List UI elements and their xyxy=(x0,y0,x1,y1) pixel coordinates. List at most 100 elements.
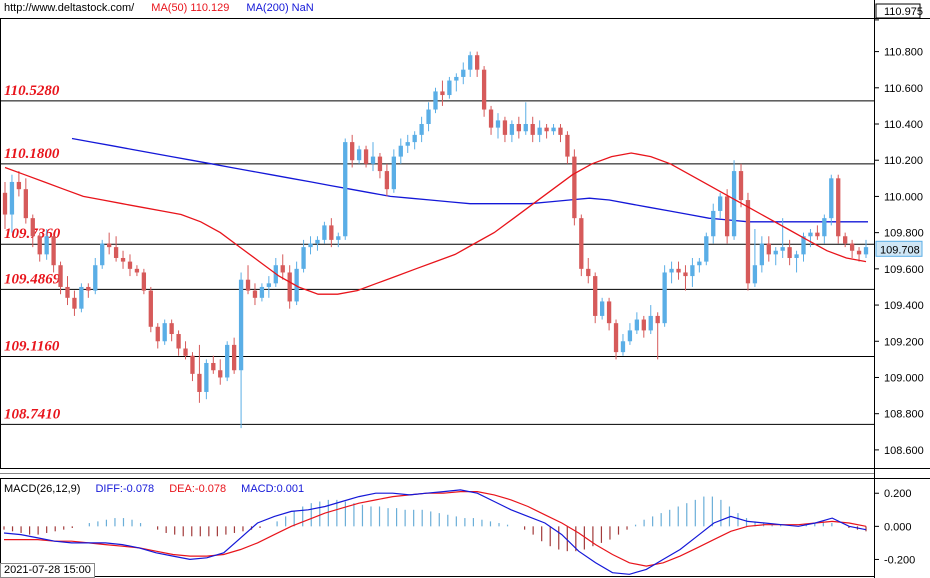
candle-body xyxy=(384,171,390,190)
candle-body xyxy=(377,156,383,172)
candle-body xyxy=(308,243,313,248)
candle-body xyxy=(690,265,695,277)
candle-body xyxy=(370,156,376,164)
macd-panel xyxy=(3,489,867,575)
candle-body xyxy=(537,127,542,135)
candle-body xyxy=(350,142,355,161)
candle-body xyxy=(530,124,535,135)
candle-body xyxy=(495,120,501,128)
candle-body xyxy=(773,250,778,255)
macd-axis: 0.200 0.000 -0.200 xyxy=(874,488,915,566)
candle-body xyxy=(211,362,216,371)
candle-body xyxy=(488,109,494,128)
candle-body xyxy=(238,279,244,371)
price-tick-label: 109.400 xyxy=(884,300,924,312)
level-label-4: 109.1160 xyxy=(4,338,60,354)
candle-body xyxy=(815,232,820,237)
price-tick-label: 110.000 xyxy=(884,191,923,203)
candle-body xyxy=(829,178,834,219)
macd-diff-value: DIFF:-0.078 xyxy=(95,483,155,495)
macd-dea-value: DEA:-0.078 xyxy=(169,483,227,495)
candle-body xyxy=(412,134,417,143)
candle-body xyxy=(148,290,153,327)
candle-body xyxy=(843,236,848,244)
candle-body xyxy=(662,272,667,324)
candle-body xyxy=(72,297,77,309)
candle-body xyxy=(752,265,758,284)
candle-body xyxy=(454,76,459,81)
price-tick-label: 110.800 xyxy=(884,47,923,59)
candle-body xyxy=(599,301,605,316)
price-tick-label: 110.600 xyxy=(884,83,923,95)
candle-body xyxy=(613,323,619,353)
candle-body xyxy=(759,243,764,266)
candle-body xyxy=(120,257,126,262)
candle-body xyxy=(655,315,660,324)
macd-title: MACD(26,12,9) xyxy=(4,483,81,495)
candle-body xyxy=(51,236,56,266)
level-label-1: 110.1800 xyxy=(4,146,60,162)
candle-body xyxy=(794,254,799,258)
source-url[interactable]: http://www.deltastock.com/ xyxy=(4,2,135,14)
price-tick-label: 109.800 xyxy=(884,228,924,240)
candle-body xyxy=(9,181,15,215)
candle-body xyxy=(724,196,730,237)
chart-legend: http://www.deltastock.com/ MA(50) 110.12… xyxy=(4,2,328,14)
candle-body xyxy=(225,344,230,378)
candle-body xyxy=(641,319,646,331)
current-price-box xyxy=(875,240,923,257)
candle-body xyxy=(162,323,167,342)
candle-body xyxy=(676,268,681,273)
ma200-legend: MA(200) NaN xyxy=(246,2,314,14)
candle-body xyxy=(711,210,716,237)
candle-body xyxy=(745,200,751,284)
macd-tick-label: 0.200 xyxy=(884,488,912,500)
macd-legend: MACD(26,12,9) DIFF:-0.078 DEA:-0.078 MAC… xyxy=(4,483,316,495)
macd-dea-line xyxy=(4,491,867,567)
candle-body xyxy=(329,225,334,240)
price-tick-label: 110.400 xyxy=(884,119,923,131)
candle-body xyxy=(808,232,813,237)
price-axis: 110.975 110.800 110.600 110.400 110.200 110.0… xyxy=(874,3,924,457)
candle-body xyxy=(620,341,626,353)
candle-body xyxy=(30,218,35,237)
candle-body xyxy=(405,142,410,146)
price-tick-label: 108.600 xyxy=(884,445,924,457)
price-tick-label: 110.975 xyxy=(884,6,923,18)
candle-body xyxy=(863,247,869,255)
current-price-label: 109.708 xyxy=(880,244,920,256)
candle-body xyxy=(65,286,70,298)
candle-body xyxy=(433,91,438,110)
candle-body xyxy=(176,334,181,349)
candle-body xyxy=(23,189,28,219)
candle-body xyxy=(718,196,723,211)
candle-body xyxy=(856,250,862,255)
candle-body xyxy=(606,301,612,324)
candle-body xyxy=(669,268,674,273)
candle-body xyxy=(697,261,702,266)
candle-body xyxy=(836,178,841,237)
candle-body xyxy=(141,272,147,291)
candle-body xyxy=(58,265,63,287)
crosshair-date-label: 2021-07-28 15:00 xyxy=(0,563,95,578)
candle-body xyxy=(259,286,265,298)
candle-body xyxy=(155,326,160,342)
candle-body xyxy=(134,268,140,273)
candle-body xyxy=(231,344,237,371)
candle-body xyxy=(294,268,299,302)
candlestick-series xyxy=(2,51,869,429)
ma50-line xyxy=(4,152,867,295)
candle-body xyxy=(419,124,424,135)
candle-body xyxy=(398,145,403,157)
candle-body xyxy=(544,127,549,132)
top-price-box xyxy=(875,3,921,19)
candle-body xyxy=(475,55,480,70)
candle-body xyxy=(391,156,396,190)
candle-body xyxy=(197,373,202,392)
candle-body xyxy=(468,55,473,70)
candle-body xyxy=(44,236,49,255)
macd-diff-line xyxy=(3,489,867,575)
candle-body xyxy=(502,120,508,135)
candle-body xyxy=(565,134,570,157)
